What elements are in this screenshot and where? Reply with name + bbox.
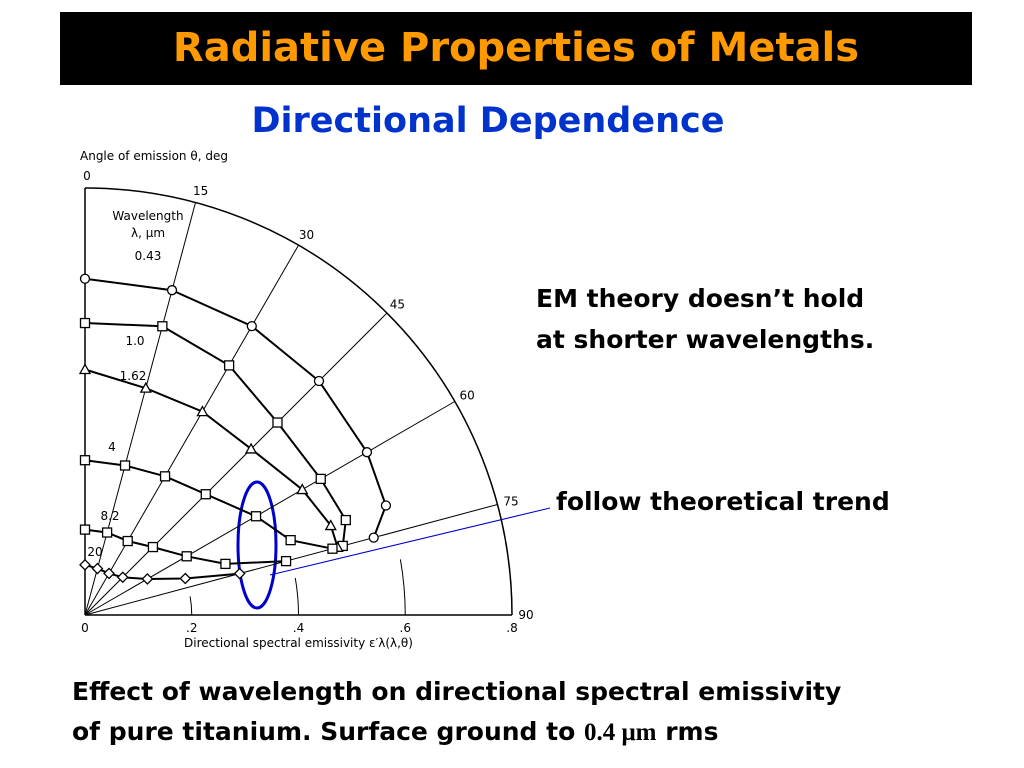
data-point — [79, 455, 91, 466]
series-line — [84, 277, 387, 538]
data-point — [380, 500, 392, 511]
data-point — [296, 483, 309, 495]
angle-tick-label: 15 — [193, 184, 208, 198]
annotation: follow theoretical trend — [556, 487, 890, 516]
series-label: 1.62 — [120, 369, 147, 383]
data-point — [157, 321, 168, 332]
data-point — [223, 360, 235, 371]
series-line — [84, 322, 347, 547]
angle-ray — [84, 202, 196, 616]
angle-ray — [84, 244, 299, 616]
data-point — [122, 535, 133, 547]
data-point — [220, 558, 231, 570]
legend-title: Wavelength — [112, 209, 183, 223]
radial-tick-label: .4 — [293, 621, 304, 635]
data-point — [280, 555, 292, 567]
caption: of pure titanium. Surface ground to 0.4 … — [72, 717, 718, 746]
angle-tick-label: 30 — [299, 228, 314, 242]
data-point — [79, 273, 91, 284]
series-label: 8.2 — [100, 509, 119, 523]
data-point — [272, 417, 283, 428]
data-point — [139, 381, 152, 393]
data-point — [200, 489, 211, 500]
caption-text: 0.4 μm — [584, 719, 657, 746]
angle-tick-label: 60 — [460, 389, 475, 403]
data-point — [79, 558, 91, 571]
series-label: 1.0 — [125, 334, 144, 348]
data-point — [196, 405, 209, 417]
annotation: EM theory doesn’t hold — [536, 284, 864, 313]
radial-tick-arc — [189, 596, 193, 616]
caption-text: rms — [656, 717, 718, 746]
radial-tick-arc — [505, 540, 513, 616]
legend-title: λ, μm — [131, 226, 165, 240]
data-point — [285, 535, 296, 546]
data-point — [313, 375, 325, 387]
radial-tick-label: .8 — [506, 621, 517, 635]
angle-tick-label: 90 — [518, 608, 533, 622]
angle-tick-label: 75 — [503, 494, 518, 508]
data-point — [159, 471, 171, 482]
data-point — [315, 473, 326, 485]
data-point — [147, 541, 159, 553]
radial-tick-label: .2 — [186, 621, 197, 635]
radial-tick-arc — [399, 559, 406, 616]
angle-ray — [84, 312, 388, 616]
series-label: 4 — [108, 440, 116, 454]
slide-title: Radiative Properties of Metals — [173, 25, 859, 71]
angle-axis-title: Angle of emission θ, deg — [80, 149, 228, 163]
data-point — [324, 519, 337, 531]
data-point — [244, 442, 258, 454]
slide-subtitle: Directional Dependence — [252, 101, 725, 141]
data-point — [119, 460, 131, 471]
data-point — [101, 527, 113, 538]
title-bar — [60, 12, 972, 85]
data-point — [246, 320, 257, 332]
data-point — [361, 447, 373, 458]
data-point — [91, 562, 104, 575]
data-point — [141, 573, 154, 585]
data-point — [179, 572, 192, 585]
data-point — [116, 571, 129, 584]
data-point — [181, 551, 192, 562]
angle-tick-label: 0 — [83, 169, 91, 183]
polar-plot: 0 15 30 45 60 75 90 0 .2 .4 .6 .8 Angle of emission … — [78, 149, 534, 650]
data-point — [79, 524, 91, 535]
caption: Effect of wavelength on directional spec… — [72, 677, 841, 706]
data-point — [327, 543, 338, 554]
data-point — [166, 285, 178, 296]
angle-tick-label: 45 — [390, 298, 405, 312]
angle-ray — [84, 504, 498, 616]
data-point — [103, 567, 115, 580]
data-point — [79, 317, 91, 329]
highlight-ellipse — [236, 480, 278, 610]
data-point — [340, 514, 351, 526]
angle-ray — [84, 401, 456, 616]
pointer-line — [269, 507, 551, 576]
data-point — [250, 511, 262, 522]
radial-tick-arc — [294, 577, 299, 616]
caption-text: of pure titanium. Surface ground to — [72, 717, 584, 746]
annotation: at shorter wavelengths. — [536, 325, 874, 354]
series-label: 20 — [87, 545, 102, 559]
series-label: 0.43 — [135, 249, 162, 263]
data-point — [233, 567, 246, 580]
radius-axis-title: Directional spectral emissivity ε′λ(λ,θ) — [184, 636, 413, 650]
radial-tick-label: 0 — [81, 621, 89, 635]
data-point — [78, 363, 92, 375]
radial-tick-label: .6 — [400, 621, 411, 635]
data-point — [368, 532, 379, 543]
